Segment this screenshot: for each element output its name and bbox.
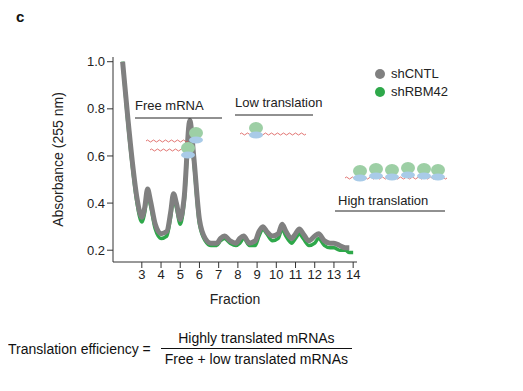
html-text:shCNTL: shCNTL (391, 66, 439, 81)
svg-text:Absorbance (255 nm): Absorbance (255 nm) (50, 92, 66, 227)
svg-text:13: 13 (327, 267, 341, 282)
svg-text:0.8: 0.8 (87, 101, 105, 116)
svg-text:0.6: 0.6 (87, 149, 105, 164)
html-text:Free mRNA: Free mRNA (135, 98, 204, 113)
svg-text:12: 12 (307, 267, 321, 282)
svg-text:9: 9 (253, 267, 260, 282)
html-text:High translation: High translation (338, 193, 429, 208)
svg-text:10: 10 (269, 267, 283, 282)
html-text:Translation efficiency =: Translation efficiency = (8, 340, 151, 357)
svg-text:0.2: 0.2 (87, 243, 105, 258)
svg-text:Fraction: Fraction (210, 291, 261, 307)
html-text:Low translation: Low translation (235, 95, 323, 110)
svg-text:6: 6 (196, 267, 203, 282)
svg-text:1.0: 1.0 (87, 54, 105, 69)
html-text:shRBM42: shRBM42 (391, 84, 449, 99)
html-text:c: c (16, 8, 25, 25)
svg-text:5: 5 (177, 267, 184, 282)
svg-text:14: 14 (346, 267, 360, 282)
html-text:Free + low translated mRNAs: Free + low translated mRNAs (164, 351, 348, 367)
svg-text:0.4: 0.4 (87, 196, 105, 211)
svg-text:7: 7 (215, 267, 222, 282)
svg-text:3: 3 (138, 267, 145, 282)
html-text:Highly translated mRNAs: Highly translated mRNAs (178, 330, 335, 346)
svg-text:4: 4 (157, 267, 164, 282)
svg-text:11: 11 (289, 267, 303, 282)
svg-text:8: 8 (234, 267, 241, 282)
